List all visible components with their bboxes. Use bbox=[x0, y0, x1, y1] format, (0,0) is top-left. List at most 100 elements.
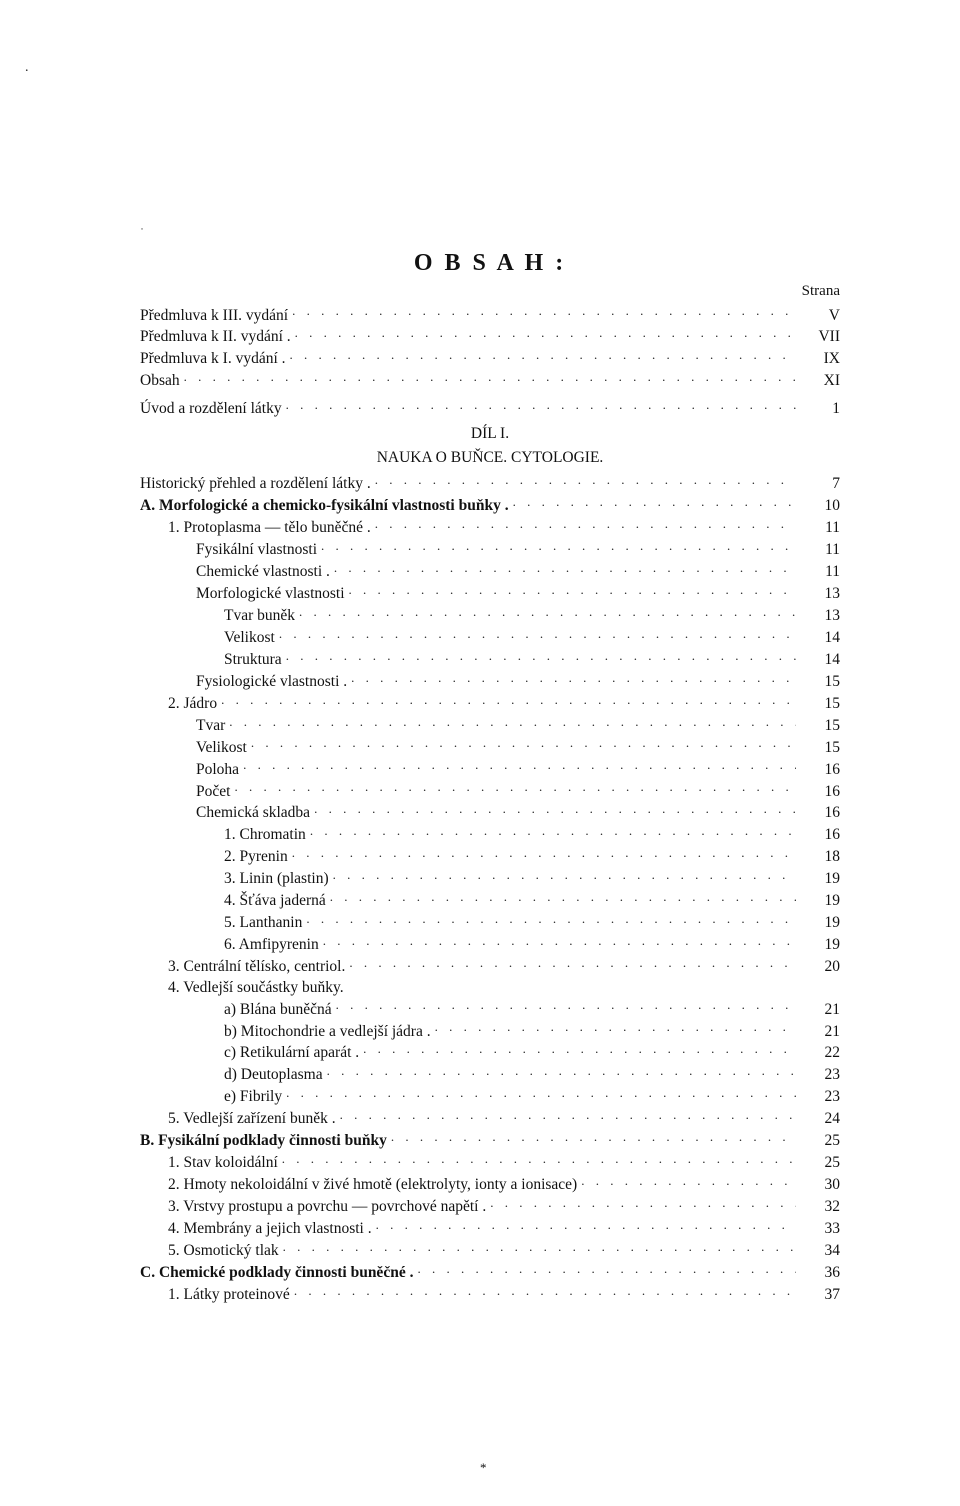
toc-label: 4. Vedlejší součástky buňky. bbox=[168, 978, 344, 998]
toc-row: Počet . . . . . . . . . . . . . . . . . … bbox=[140, 780, 840, 802]
toc-label: 5. Lanthanin bbox=[224, 913, 302, 933]
toc-label: Morfologické vlastnosti bbox=[196, 584, 345, 604]
leader-dots: . . . . . . . . . . . . . . . . . . . . … bbox=[327, 1064, 796, 1080]
leader-dots-glyphs: . . . . . . . . . . . . . . . . . . . . … bbox=[184, 370, 796, 386]
leader-dots-glyphs: . . . . . . . . . . . . . . . . . . . . … bbox=[375, 473, 796, 489]
toc-label: Fysikální vlastnosti bbox=[196, 540, 317, 560]
toc-row: Struktura . . . . . . . . . . . . . . . … bbox=[140, 648, 840, 670]
toc-page: 19 bbox=[800, 869, 840, 889]
toc-page: 7 bbox=[800, 474, 840, 494]
leader-dots: . . . . . . . . . . . . . . . . . . . . … bbox=[295, 326, 796, 342]
toc-row: Chemické vlastnosti . . . . . . . . . . … bbox=[140, 560, 840, 582]
leader-dots: . . . . . . . . . . . . . . . . . . . . … bbox=[292, 846, 796, 862]
leader-dots: . . . . . . . . . . . . . . . . . . . . … bbox=[363, 1042, 796, 1058]
toc-page: 16 bbox=[800, 803, 840, 823]
toc-row: 6. Amfipyrenin . . . . . . . . . . . . .… bbox=[140, 934, 840, 956]
toc-label: Předmluva k III. vydání bbox=[140, 306, 288, 326]
leader-dots-glyphs: . . . . . . . . . . . . . . . . . . . . … bbox=[417, 1261, 796, 1277]
toc-body: Předmluva k III. vydání . . . . . . . . … bbox=[140, 304, 840, 1305]
toc-label: Obsah bbox=[140, 371, 180, 391]
leader-dots: . . . . . . . . . . . . . . . . . . . . … bbox=[314, 802, 796, 818]
leader-dots-glyphs: . . . . . . . . . . . . . . . . . . . . … bbox=[490, 1196, 796, 1212]
toc-row: e) Fibrily . . . . . . . . . . . . . . .… bbox=[140, 1086, 840, 1108]
toc-label: Předmluva k II. vydání . bbox=[140, 327, 291, 347]
toc-row: Předmluva k I. vydání . . . . . . . . . … bbox=[140, 348, 840, 370]
toc-page: 23 bbox=[800, 1087, 840, 1107]
toc-row: 1. Látky proteinové . . . . . . . . . . … bbox=[140, 1283, 840, 1305]
leader-dots-glyphs: . . . . . . . . . . . . . . . . . . . . … bbox=[349, 582, 796, 598]
toc-row: 3. Linin (plastin) . . . . . . . . . . .… bbox=[140, 868, 840, 890]
leader-dots-glyphs: . . . . . . . . . . . . . . . . . . . . … bbox=[334, 560, 796, 576]
column-header-strana: Strana bbox=[140, 283, 840, 300]
leader-dots-glyphs: . . . . . . . . . . . . . . . . . . . . … bbox=[581, 1174, 796, 1190]
leader-dots-glyphs: . . . . . . . . . . . . . . . . . . . . … bbox=[349, 956, 796, 972]
toc-row: Obsah . . . . . . . . . . . . . . . . . … bbox=[140, 370, 840, 392]
leader-dots: . . . . . . . . . . . . . . . . . . . . … bbox=[294, 1283, 796, 1299]
leader-dots: . . . . . . . . . . . . . . . . . . . . … bbox=[340, 1108, 796, 1124]
leader-dots-glyphs: . . . . . . . . . . . . . . . . . . . . … bbox=[283, 1240, 796, 1256]
toc-page: 11 bbox=[800, 562, 840, 582]
leader-dots-glyphs: . . . . . . . . . . . . . . . . . . . . … bbox=[323, 934, 796, 950]
leader-dots: . . . . . . . . . . . . . . . . . . . . … bbox=[283, 1240, 796, 1256]
leader-dots-glyphs: . . . . . . . . . . . . . . . . . . . . … bbox=[286, 1086, 796, 1102]
leader-dots: . . . . . . . . . . . . . . . . . . . . … bbox=[184, 370, 796, 386]
toc-label: 2. Hmoty nekoloidální v živé hmotě (elek… bbox=[168, 1175, 577, 1195]
toc-label: Fysiologické vlastnosti . bbox=[196, 672, 347, 692]
leader-dots: . . . . . . . . . . . . . . . . . . . . … bbox=[286, 398, 796, 414]
entries-block: Historický přehled a rozdělení látky . .… bbox=[140, 473, 840, 1306]
leader-dots-glyphs: . . . . . . . . . . . . . . . . . . . . … bbox=[321, 539, 796, 555]
toc-label: d) Deutoplasma bbox=[224, 1065, 323, 1085]
toc-label: Tvar bbox=[196, 716, 225, 736]
document-page: . ˙ O B S A H : Strana Předmluva k III. … bbox=[0, 0, 960, 1506]
leader-dots-glyphs: . . . . . . . . . . . . . . . . . . . . … bbox=[336, 998, 796, 1014]
leader-dots: . . . . . . . . . . . . . . . . . . . . … bbox=[221, 692, 796, 708]
toc-row: 5. Osmotický tlak . . . . . . . . . . . … bbox=[140, 1240, 840, 1262]
leader-dots: . . . . . . . . . . . . . . . . . . . . … bbox=[286, 648, 796, 664]
toc-page: 10 bbox=[800, 496, 840, 516]
leader-dots: . . . . . . . . . . . . . . . . . . . . … bbox=[333, 868, 796, 884]
toc-page: 14 bbox=[800, 628, 840, 648]
toc-label: 1. Chromatin bbox=[224, 825, 306, 845]
leader-dots: . . . . . . . . . . . . . . . . . . . . … bbox=[391, 1130, 796, 1146]
toc-page: 32 bbox=[800, 1197, 840, 1217]
toc-row: 1. Stav koloidální . . . . . . . . . . .… bbox=[140, 1152, 840, 1174]
toc-row: A. Morfologické a chemicko-fysikální vla… bbox=[140, 495, 840, 517]
leader-dots: . . . . . . . . . . . . . . . . . . . . … bbox=[251, 736, 796, 752]
toc-page: 15 bbox=[800, 672, 840, 692]
leader-dots: . . . . . . . . . . . . . . . . . . . . … bbox=[490, 1196, 796, 1212]
toc-label: B. Fysikální podklady činnosti buňky bbox=[140, 1131, 387, 1151]
leader-dots-glyphs: . . . . . . . . . . . . . . . . . . . . … bbox=[292, 304, 796, 320]
leader-dots: . . . . . . . . . . . . . . . . . . . . … bbox=[334, 560, 796, 576]
toc-label: C. Chemické podklady činnosti buněčné . bbox=[140, 1263, 413, 1283]
toc-page: 34 bbox=[800, 1241, 840, 1261]
leader-dots-glyphs: . . . . . . . . . . . . . . . . . . . . … bbox=[286, 398, 796, 414]
leader-dots: . . . . . . . . . . . . . . . . . . . . … bbox=[336, 998, 796, 1014]
toc-page: 20 bbox=[800, 957, 840, 977]
toc-page: 11 bbox=[800, 540, 840, 560]
leader-dots-glyphs: . . . . . . . . . . . . . . . . . . . . … bbox=[330, 890, 796, 906]
toc-row: 4. Šťáva jaderná . . . . . . . . . . . .… bbox=[140, 890, 840, 912]
toc-label: 4. Šťáva jaderná bbox=[224, 891, 326, 911]
toc-page: 33 bbox=[800, 1219, 840, 1239]
toc-page: 11 bbox=[800, 518, 840, 538]
toc-page: 22 bbox=[800, 1043, 840, 1063]
leader-dots-glyphs: . . . . . . . . . . . . . . . . . . . . … bbox=[310, 824, 796, 840]
toc-row: d) Deutoplasma . . . . . . . . . . . . .… bbox=[140, 1064, 840, 1086]
leader-dots-glyphs: . . . . . . . . . . . . . . . . . . . . … bbox=[363, 1042, 796, 1058]
toc-page: 16 bbox=[800, 782, 840, 802]
toc-label: 1. Látky proteinové bbox=[168, 1285, 290, 1305]
toc-label: A. Morfologické a chemicko-fysikální vla… bbox=[140, 496, 509, 516]
toc-row: Velikost . . . . . . . . . . . . . . . .… bbox=[140, 626, 840, 648]
part-label: DÍL I. bbox=[140, 424, 840, 444]
toc-page: 15 bbox=[800, 694, 840, 714]
toc-row: Předmluva k III. vydání . . . . . . . . … bbox=[140, 304, 840, 326]
leader-dots: . . . . . . . . . . . . . . . . . . . . … bbox=[321, 539, 796, 555]
toc-page: 37 bbox=[800, 1285, 840, 1305]
toc-row: Předmluva k II. vydání . . . . . . . . .… bbox=[140, 326, 840, 348]
toc-row: 3. Vrstvy prostupu a povrchu — povrchové… bbox=[140, 1196, 840, 1218]
leader-dots: . . . . . . . . . . . . . . . . . . . . … bbox=[376, 1218, 796, 1234]
toc-page: 25 bbox=[800, 1131, 840, 1151]
toc-label: Velikost bbox=[224, 628, 275, 648]
toc-label: e) Fibrily bbox=[224, 1087, 282, 1107]
leader-dots: . . . . . . . . . . . . . . . . . . . . … bbox=[234, 780, 796, 796]
